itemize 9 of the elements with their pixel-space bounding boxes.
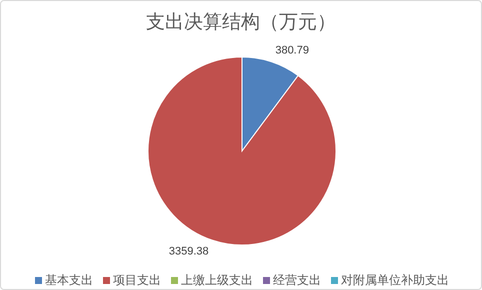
legend-label: 经营支出	[273, 272, 321, 289]
data-label: 3359.38	[168, 246, 209, 258]
pie-slice	[148, 56, 336, 246]
chart-title: 支出决算结构（万元）	[145, 10, 337, 35]
legend-label: 项目支出	[113, 272, 161, 289]
legend-label: 基本支出	[45, 272, 93, 289]
legend-label: 上缴上级支出	[181, 272, 253, 289]
data-label: 380.79	[275, 44, 309, 56]
legend-label: 对附属单位补助支出	[341, 272, 449, 289]
